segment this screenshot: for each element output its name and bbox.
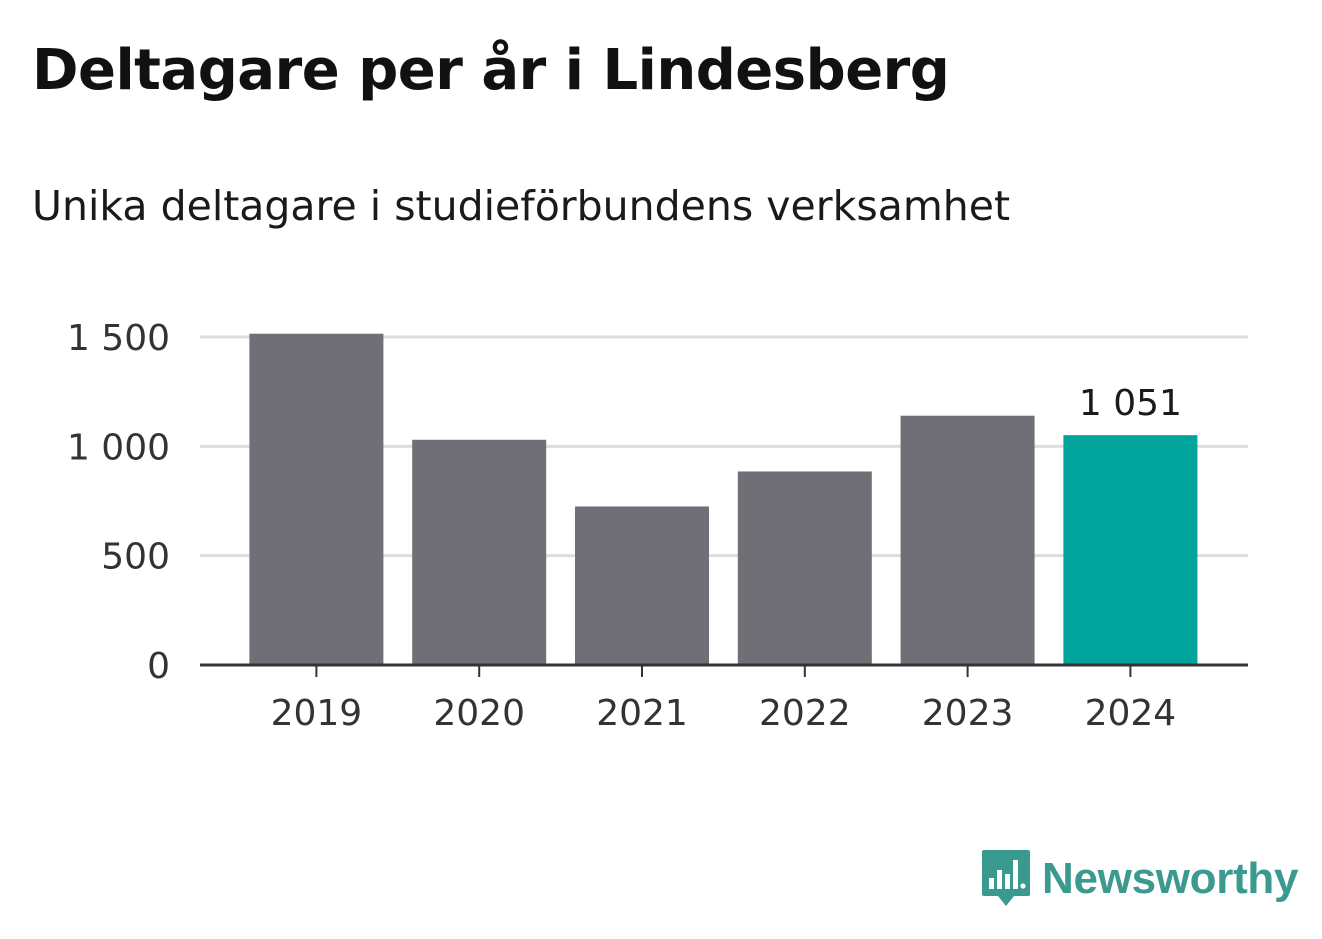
brand-name: Newsworthy [1042,854,1299,903]
x-tick-label-2024: 2024 [1085,693,1177,734]
y-tick-label-1000: 1 000 [67,427,170,468]
chart-title: Deltagare per år i Lindesberg [32,38,950,103]
bar-2023 [900,415,1035,665]
x-tick-label-2022: 2022 [759,693,851,734]
x-tick-label-2020: 2020 [433,693,525,734]
bar-2021 [575,506,709,665]
data-label-2024: 1 051 [1079,383,1182,424]
bar-2022 [737,471,872,665]
x-tick-label-2023: 2023 [922,693,1014,734]
chart-subtitle: Unika deltagare i studieförbundens verks… [32,182,1011,230]
newsworthy-logo: Newsworthy [980,848,1298,910]
y-tick-label-0: 0 [147,646,170,687]
bar-2024 [1063,435,1198,665]
x-tick-label-2019: 2019 [271,693,363,734]
bar-2020 [412,439,547,665]
y-tick-label-500: 500 [101,537,170,578]
bar-chart-speech-bubble-icon [982,850,1030,906]
x-tick-label-2021: 2021 [596,693,688,734]
y-tick-label-1500: 1 500 [67,318,170,359]
bar-2019 [249,333,384,665]
